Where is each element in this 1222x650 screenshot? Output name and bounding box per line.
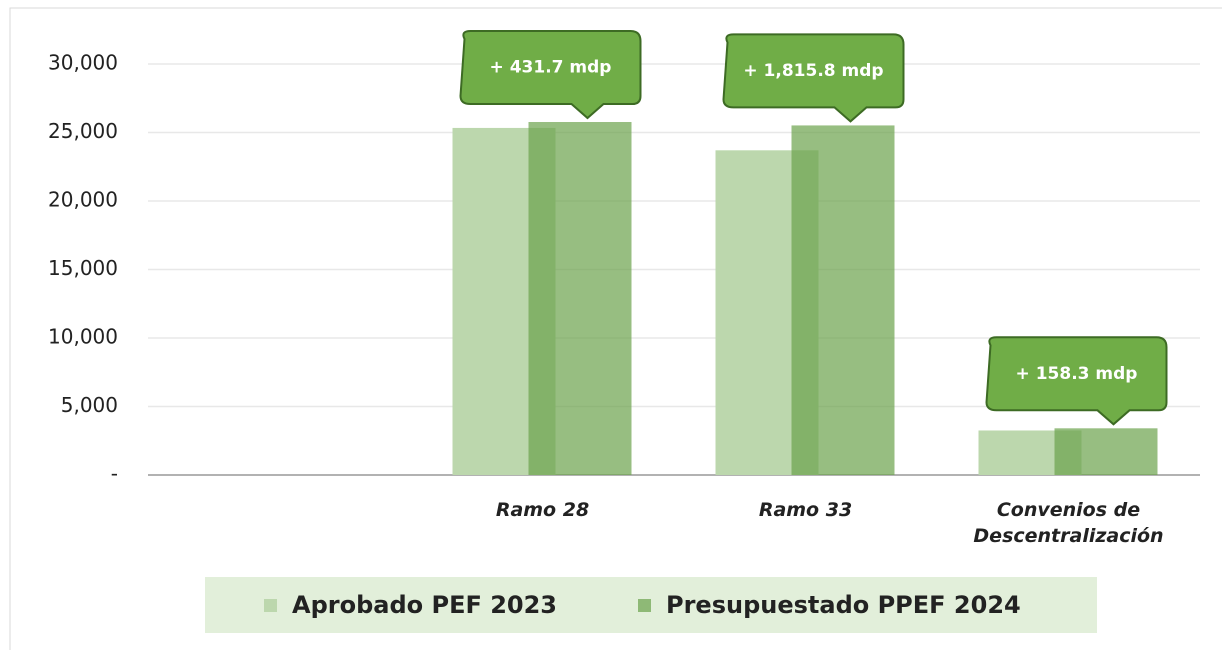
y-tick-label: 25,000 [48, 119, 118, 143]
bar [1054, 428, 1158, 475]
callout-text: + 1,815.8 mdp [743, 61, 883, 81]
x-tick-label: Convenios de Descentralización [973, 499, 1164, 547]
y-tick-label: - [111, 462, 118, 486]
legend-swatch [264, 599, 277, 612]
y-tick-label: 10,000 [48, 325, 118, 349]
y-tick-label: 20,000 [48, 188, 118, 212]
y-tick-label: 15,000 [48, 256, 118, 280]
callout-text: + 431.7 mdp [490, 58, 612, 78]
legend-swatch [638, 599, 651, 612]
bar [528, 122, 632, 475]
frame [9, 7, 1222, 650]
y-tick-label: 30,000 [48, 51, 118, 75]
legend-label: Aprobado PEF 2023 [292, 591, 557, 619]
legend-label: Presupuestado PPEF 2024 [666, 591, 1021, 619]
y-tick-label: 5,000 [61, 393, 118, 417]
callout-text: + 158.3 mdp [1016, 364, 1138, 384]
x-tick-label: Ramo 28 [495, 499, 590, 521]
callout [459, 30, 642, 120]
callout [722, 33, 905, 123]
x-tick-label: Ramo 33 [758, 499, 853, 521]
callout [985, 336, 1168, 426]
bar [791, 125, 895, 476]
